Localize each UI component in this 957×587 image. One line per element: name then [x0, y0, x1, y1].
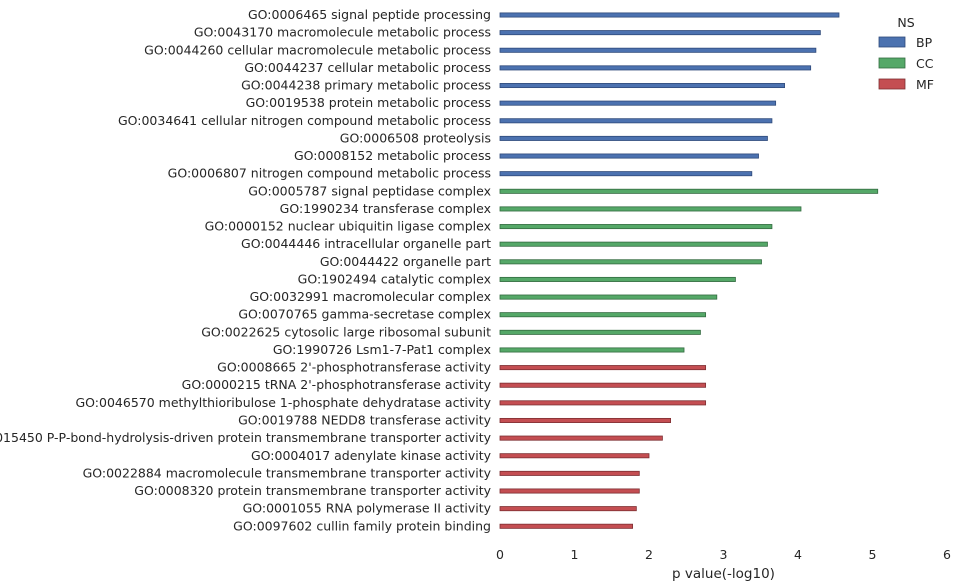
x-tick-label: 3 — [720, 547, 728, 562]
legend-label-mf: MF — [916, 77, 934, 92]
category-label: GO:0032991 macromolecular complex — [250, 289, 491, 304]
bar-bp — [499, 12, 840, 18]
category-label: GO:0022884 macromolecule transmembrane t… — [83, 465, 492, 480]
legend: NS BP CC MF — [878, 15, 934, 92]
x-tick-label: 1 — [571, 547, 579, 562]
bar-bp — [499, 30, 821, 36]
category-label: GO:0000152 nuclear ubiquitin ligase comp… — [205, 219, 491, 234]
category-label: GO:0015450 P-P-bond-hydrolysis-driven pr… — [0, 430, 492, 445]
category-label: GO:0044238 primary metabolic process — [241, 78, 491, 93]
category-label: GO:0006807 nitrogen compound metabolic p… — [168, 166, 491, 181]
legend-swatch-bp — [878, 36, 906, 48]
x-tick-label: 2 — [645, 547, 653, 562]
category-label: GO:0034641 cellular nitrogen compound me… — [118, 113, 491, 128]
bar-bp — [499, 83, 785, 89]
bar-cc — [499, 188, 879, 194]
bar-mf — [499, 365, 707, 371]
x-tick-label: 5 — [869, 547, 877, 562]
category-label: GO:1990726 Lsm1-7-Pat1 complex — [273, 342, 491, 357]
bar-bp — [499, 171, 753, 177]
bar-cc — [499, 347, 685, 353]
category-label: GO:1902494 catalytic complex — [298, 271, 491, 286]
category-label: GO:0044446 intracellular organelle part — [241, 236, 491, 251]
bar-mf — [499, 435, 663, 441]
category-label: GO:0044422 organelle part — [320, 254, 491, 269]
bar-bp — [499, 118, 773, 124]
bar-mf — [499, 400, 707, 406]
bar-bp — [499, 135, 768, 141]
category-label: GO:0097602 cullin family protein binding — [233, 518, 491, 533]
category-label: GO:0044260 cellular macromolecule metabo… — [144, 42, 491, 57]
bar-cc — [499, 329, 701, 335]
x-axis: 0 1 2 3 4 5 6 — [496, 547, 951, 562]
legend-label-bp: BP — [916, 35, 933, 50]
category-label: GO:0004017 adenylate kinase activity — [251, 448, 492, 463]
x-tick-label: 6 — [943, 547, 951, 562]
category-label: GO:0008320 protein transmembrane transpo… — [134, 483, 491, 498]
category-label: GO:0043170 macromolecule metabolic proce… — [194, 25, 491, 40]
bar-bp — [499, 47, 817, 53]
x-tick-label: 4 — [794, 547, 802, 562]
category-label: GO:1990234 transferase complex — [280, 201, 491, 216]
category-label: GO:0001055 RNA polymerase II activity — [243, 501, 492, 516]
category-label: GO:0019788 NEDD8 transferase activity — [238, 412, 491, 427]
category-label: GO:0022625 cytosolic large ribosomal sub… — [201, 324, 491, 339]
x-tick-label: 0 — [496, 547, 504, 562]
bar-mf — [499, 488, 640, 494]
bar-bp — [499, 65, 812, 71]
bar-cc — [499, 241, 768, 247]
bar-cc — [499, 224, 773, 230]
legend-swatch-mf — [878, 78, 906, 90]
bar-mf — [499, 523, 634, 529]
legend-swatch-cc — [878, 57, 906, 69]
category-label: GO:0006465 signal peptide processing — [248, 7, 491, 22]
bar-mf — [499, 453, 650, 459]
category-label: GO:0046570 methylthioribulose 1-phosphat… — [76, 395, 492, 410]
bar-cc — [499, 259, 762, 265]
legend-title: NS — [897, 15, 914, 30]
category-label: GO:0044237 cellular metabolic process — [244, 60, 491, 75]
legend-label-cc: CC — [916, 56, 934, 71]
bar-mf — [499, 382, 707, 388]
bar-cc — [499, 294, 718, 300]
bar-mf — [499, 470, 640, 476]
bar-mf — [499, 506, 637, 512]
bar-bp — [499, 100, 777, 106]
category-label: GO:0070765 gamma-secretase complex — [238, 307, 491, 322]
bar-bp — [499, 153, 759, 159]
category-label: GO:0008665 2'-phosphotransferase activit… — [217, 360, 491, 375]
category-labels: GO:0006465 signal peptide processing GO:0… — [0, 7, 492, 533]
bar-cc — [499, 206, 802, 212]
category-label: GO:0019538 protein metabolic process — [246, 95, 491, 110]
category-label: GO:0006508 proteolysis — [340, 130, 491, 145]
category-label: GO:0008152 metabolic process — [294, 148, 491, 163]
bars-layer — [499, 12, 879, 529]
category-label: GO:0005787 signal peptidase complex — [248, 183, 491, 198]
bar-cc — [499, 276, 736, 282]
bar-mf — [499, 417, 672, 423]
category-label: GO:0000215 tRNA 2'-phosphotransferase ac… — [182, 377, 492, 392]
bar-cc — [499, 312, 707, 318]
x-axis-title: p value(-log10) — [672, 566, 775, 582]
